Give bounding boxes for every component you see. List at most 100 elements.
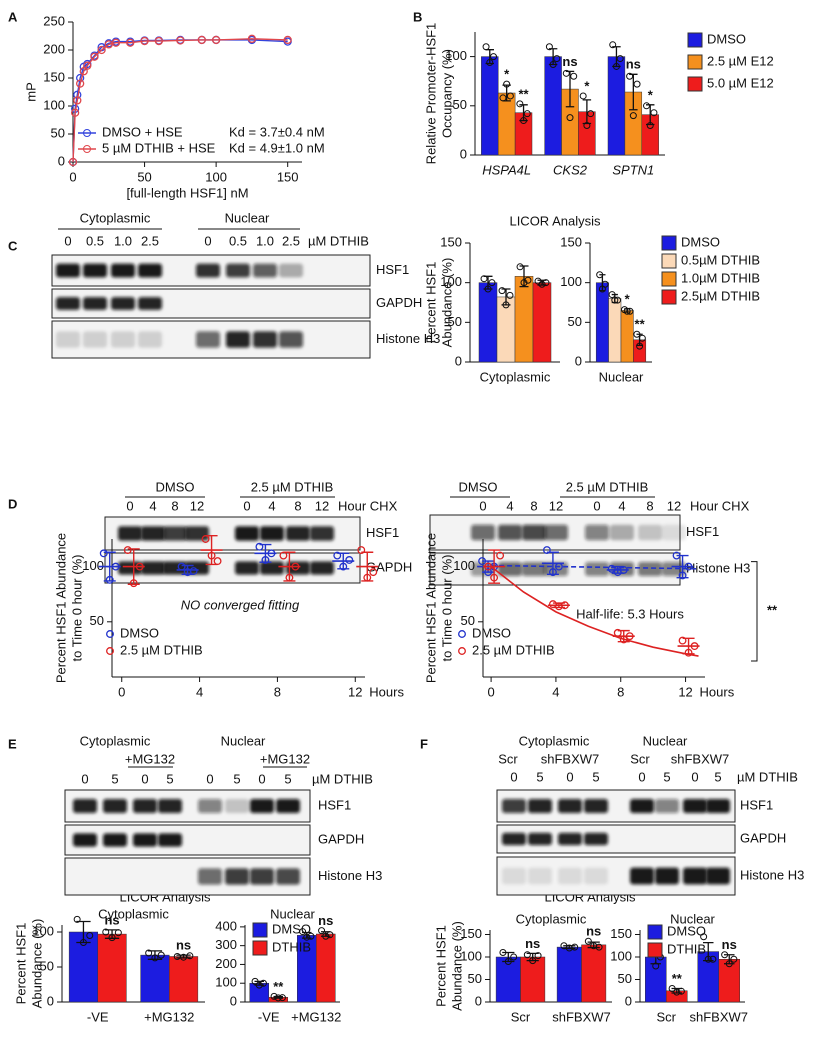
data-point [251, 977, 259, 985]
row-label: Histone H3 [376, 331, 440, 346]
data-point [102, 928, 110, 936]
blot-band [706, 798, 730, 814]
data-point [484, 568, 493, 577]
blot-band [528, 798, 552, 814]
legend-label: DMSO [472, 625, 511, 640]
y-axis-label: to Time 0 hour (%) [69, 555, 84, 662]
bar [481, 56, 499, 156]
y-tick-label: 150 [43, 69, 65, 84]
group-label: 2.5 µM DTHIB [251, 479, 334, 494]
y-tick-label: 0 [475, 993, 482, 1008]
row-label: HSF1 [366, 525, 399, 540]
lane-label: 12 [667, 498, 681, 513]
x-tick-label: 50 [137, 169, 151, 184]
data-point [499, 949, 507, 956]
chart-title: Cytoplasmic [516, 911, 587, 926]
bar [718, 959, 740, 1003]
data-point [123, 546, 132, 554]
blot-band [185, 526, 209, 541]
data-point [596, 271, 604, 279]
blot-band [630, 798, 654, 814]
y-tick-label: 0 [625, 993, 632, 1008]
blot-band [683, 867, 707, 885]
data-point [318, 927, 326, 935]
blot-band [73, 798, 97, 814]
row-label: HSF1 [376, 262, 409, 277]
blot-band [279, 263, 303, 278]
lane-label: 12 [190, 498, 204, 513]
blot-band [528, 832, 552, 846]
group-label: 2.5 µM DTHIB [566, 479, 649, 494]
lane-label: 4 [506, 498, 513, 513]
bar [249, 982, 269, 1003]
row-label: Histone H3 [686, 560, 750, 575]
lane-label: 0 [81, 771, 88, 786]
data-point [259, 979, 267, 987]
data-point [684, 562, 693, 571]
data-point [73, 96, 82, 105]
legend-label: 5.0 µM E12 [707, 75, 774, 90]
blot-band [310, 526, 334, 541]
data-point [211, 35, 221, 45]
data-point [548, 568, 557, 577]
lane-label: 0 [566, 769, 573, 784]
lane-label: 0 [206, 771, 213, 786]
data-point [643, 102, 651, 110]
data-point [566, 114, 574, 122]
y-tick-label: 200 [215, 956, 237, 971]
x-tick-label: Nuclear [599, 369, 644, 384]
y-tick-label: 200 [43, 41, 65, 56]
y-tick-label: 250 [43, 13, 65, 28]
legend-label: DTHIB [667, 941, 706, 956]
data-point [625, 632, 634, 641]
blot-band [585, 561, 609, 577]
data-point [90, 52, 99, 61]
lane-label: 0 [691, 769, 698, 784]
legend-label: DMSO [707, 31, 746, 46]
x-tick-label: 100 [205, 169, 227, 184]
row-label: Histone H3 [740, 867, 804, 882]
x-tick-label: 4 [196, 684, 203, 699]
data-point [326, 931, 334, 939]
y-tick-label: 100 [440, 274, 462, 289]
lane-unit: µM DTHIB [737, 769, 798, 784]
blot-band [584, 798, 608, 814]
x-tick-label: 12 [348, 684, 362, 699]
blot-band [522, 524, 546, 541]
legend-swatch [252, 940, 268, 956]
blot-band [610, 561, 634, 577]
data-point [613, 628, 622, 637]
data-point [677, 987, 685, 995]
blot-band [103, 833, 127, 847]
data-point [560, 601, 569, 610]
data-point [247, 34, 257, 43]
error-bar [127, 548, 140, 585]
data-point [612, 62, 620, 70]
data-point [601, 280, 609, 288]
significance-label: * [584, 78, 590, 93]
row-label: HSF1 [318, 797, 351, 812]
y-axis-label: Percent HSF1 [433, 925, 448, 1007]
data-point [189, 567, 198, 575]
annotation: NO converged fitting [181, 597, 300, 612]
x-tick-label: Cytoplasmic [480, 369, 551, 384]
legend-label: 2.5µM DTHIB [681, 288, 760, 303]
data-point [609, 41, 617, 49]
data-point [83, 61, 92, 70]
data-point [307, 932, 315, 940]
data-point [299, 928, 307, 936]
data-point [129, 579, 138, 588]
group-label: Cytoplasmic [519, 733, 590, 748]
y-axis-label: Abundance (%) [439, 258, 454, 348]
lane-label: 5 [284, 771, 291, 786]
data-point [255, 981, 263, 989]
lane-label: 5 [663, 769, 670, 784]
blot-band [662, 524, 686, 541]
data-point [490, 573, 499, 582]
lane-label: 0 [258, 771, 265, 786]
lane-label: 5 [592, 769, 599, 784]
blot-band [163, 561, 187, 575]
y-tick-label: 50 [468, 971, 482, 986]
data-point [678, 571, 687, 580]
data-point [721, 951, 729, 959]
